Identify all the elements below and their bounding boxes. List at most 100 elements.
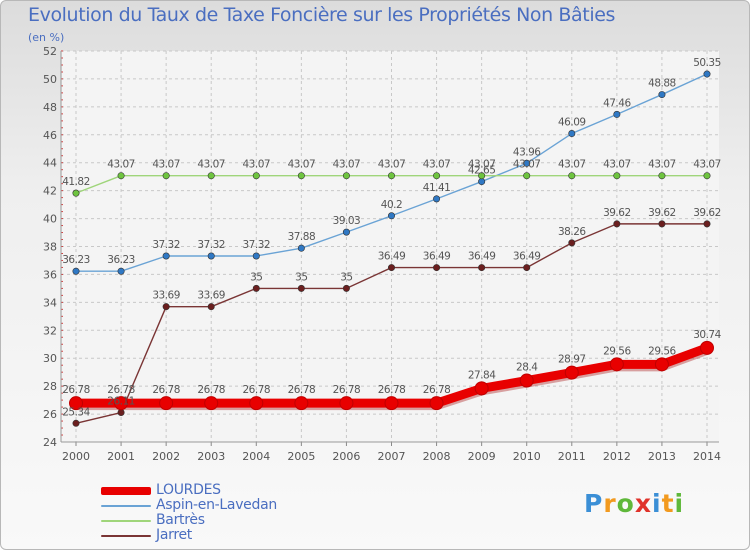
data-point bbox=[252, 172, 260, 180]
data-label: 37.88 bbox=[288, 231, 316, 243]
data-point bbox=[613, 220, 621, 228]
data-point bbox=[568, 239, 576, 247]
y-tick-label: 30 bbox=[43, 352, 57, 365]
data-label: 39.03 bbox=[333, 215, 361, 227]
data-point bbox=[69, 396, 83, 411]
unit-label: (en %) bbox=[28, 31, 65, 44]
data-point bbox=[162, 172, 170, 180]
data-label: 26.11 bbox=[107, 396, 135, 408]
data-point bbox=[297, 244, 305, 252]
x-tick-label: 2006 bbox=[332, 450, 360, 463]
data-label: 43.07 bbox=[107, 159, 135, 171]
y-tick-label: 34 bbox=[43, 296, 57, 309]
data-point bbox=[564, 365, 579, 380]
y-tick-label: 28 bbox=[43, 380, 57, 393]
data-point bbox=[159, 396, 174, 411]
data-label: 43.07 bbox=[197, 159, 225, 171]
data-label: 35 bbox=[295, 271, 307, 283]
y-tick-label: 38 bbox=[43, 241, 57, 254]
data-point bbox=[519, 373, 534, 388]
data-point bbox=[252, 284, 260, 292]
legend-item-aspin-en-lavedan: Aspin-en-Lavedan bbox=[101, 498, 361, 513]
data-point bbox=[429, 396, 444, 411]
data-label: 41.41 bbox=[423, 182, 451, 194]
data-label: 43.07 bbox=[243, 159, 271, 171]
logo-letter: o bbox=[616, 489, 635, 518]
logo-letter: i bbox=[674, 489, 685, 518]
data-point bbox=[433, 195, 441, 203]
x-tick-label: 2004 bbox=[242, 450, 270, 463]
data-label: 48.88 bbox=[648, 78, 676, 90]
data-label: 30.74 bbox=[693, 329, 721, 341]
data-label: 25.34 bbox=[62, 406, 90, 418]
data-point bbox=[294, 396, 309, 411]
x-tick-label: 2002 bbox=[152, 450, 180, 463]
data-label: 37.32 bbox=[243, 239, 271, 251]
data-label: 38.26 bbox=[558, 226, 586, 238]
x-tick-label: 2009 bbox=[468, 450, 496, 463]
data-label: 43.07 bbox=[513, 159, 541, 171]
data-label: 39.62 bbox=[648, 207, 676, 219]
data-label: 43.07 bbox=[603, 159, 631, 171]
data-label: 43.07 bbox=[333, 159, 361, 171]
data-label: 26.78 bbox=[288, 384, 316, 396]
data-point bbox=[523, 159, 531, 167]
legend-item-lourdes: LOURDES bbox=[101, 483, 361, 498]
axis-layer: 24 26 28 30 32 34 36 38 40 42 44 46 48 50 52 2000 2001 20… bbox=[43, 45, 721, 463]
data-point bbox=[207, 252, 215, 260]
legend-swatch bbox=[101, 487, 151, 495]
y-tick-label: 48 bbox=[43, 101, 57, 114]
y-tick-label: 26 bbox=[43, 408, 57, 421]
series-lourdes bbox=[69, 340, 714, 411]
data-point bbox=[478, 172, 486, 180]
data-point bbox=[433, 264, 441, 272]
legend-label: LOURDES bbox=[156, 482, 221, 498]
data-point bbox=[478, 264, 486, 272]
data-label: 27.84 bbox=[468, 369, 496, 381]
data-point bbox=[568, 130, 576, 138]
data-point bbox=[568, 172, 576, 180]
data-point bbox=[703, 220, 711, 228]
x-tick-label: 2000 bbox=[62, 450, 90, 463]
data-point bbox=[613, 172, 621, 180]
logo-letter: t bbox=[661, 489, 675, 518]
data-point bbox=[72, 267, 80, 275]
logo-letter: x bbox=[634, 489, 652, 518]
data-point bbox=[207, 303, 215, 311]
data-label: 40.2 bbox=[381, 199, 402, 211]
data-point bbox=[658, 220, 666, 228]
data-label: 26.78 bbox=[423, 384, 451, 396]
data-point bbox=[387, 212, 395, 220]
data-point bbox=[114, 396, 129, 411]
data-label: 36.23 bbox=[107, 254, 135, 266]
x-tick-label: 2005 bbox=[287, 450, 315, 463]
data-label: 43.07 bbox=[693, 159, 721, 171]
legend-label: Bartrès bbox=[156, 512, 205, 528]
data-label: 50.35 bbox=[693, 57, 721, 69]
data-label: 26.78 bbox=[152, 384, 180, 396]
data-label: 26.78 bbox=[62, 384, 90, 396]
x-tick-label: 2007 bbox=[378, 450, 406, 463]
y-tick-label: 52 bbox=[43, 45, 57, 58]
data-label: 37.32 bbox=[152, 239, 180, 251]
legend-swatch bbox=[101, 505, 151, 507]
data-label: 43.07 bbox=[558, 159, 586, 171]
data-point bbox=[117, 267, 125, 275]
x-tick-label: 2014 bbox=[693, 450, 721, 463]
chart-title: Evolution du Taux de Taxe Foncière sur l… bbox=[28, 4, 616, 26]
legend-label: Aspin-en-Lavedan bbox=[156, 497, 277, 513]
x-tick-label: 2013 bbox=[648, 450, 676, 463]
data-point bbox=[523, 264, 531, 272]
data-point bbox=[249, 396, 264, 411]
y-tick-label: 24 bbox=[43, 436, 57, 449]
data-point bbox=[613, 110, 621, 118]
data-label: 36.23 bbox=[62, 254, 90, 266]
data-point bbox=[162, 252, 170, 260]
x-tick-label: 2008 bbox=[423, 450, 451, 463]
y-tick-label: 40 bbox=[43, 213, 57, 226]
legend-item-bartr-s: Bartrès bbox=[101, 513, 361, 528]
data-label: 43.07 bbox=[378, 159, 406, 171]
data-label: 26.78 bbox=[197, 384, 225, 396]
data-label: 37.32 bbox=[197, 239, 225, 251]
data-label: 26.78 bbox=[333, 384, 361, 396]
